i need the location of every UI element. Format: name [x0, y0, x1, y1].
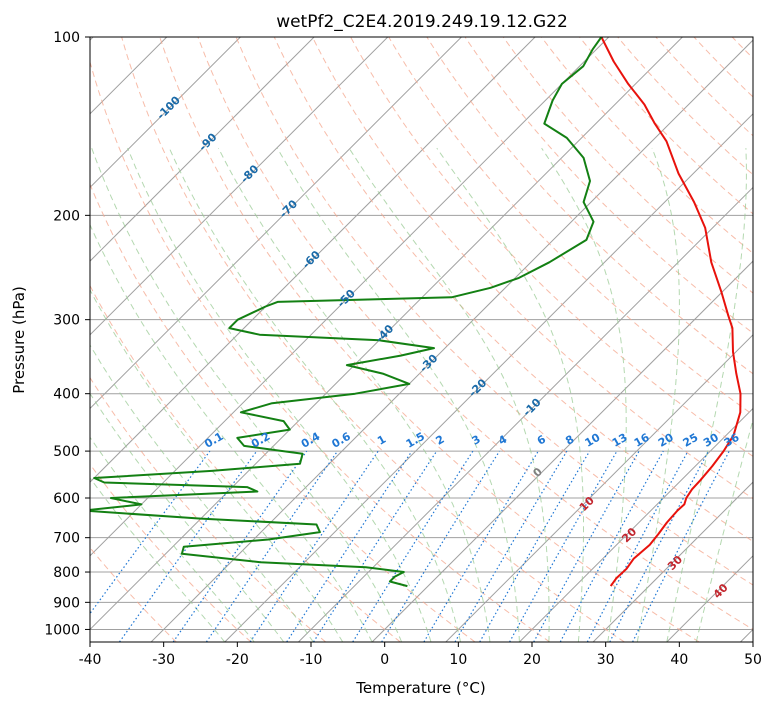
moist-adiabat-line: [90, 436, 255, 642]
x-tick-label: 40: [670, 652, 688, 668]
axes: -40 -30 -20 -10 0 10 20 30 40 50 100 200 300 400 500 60…: [44, 30, 762, 668]
mixing-ratio-line: [249, 450, 379, 642]
mixing-ratio-line: [352, 450, 474, 642]
dry-adiabat-line: [426, 37, 753, 375]
dry-adiabat-line: [197, 37, 753, 631]
sounding-lines: [90, 37, 742, 588]
mixing-ratio-line: [286, 450, 413, 642]
isotherm-line: [90, 37, 610, 557]
dry-adiabat-line: [311, 37, 753, 500]
mixing-ratio-line: [509, 450, 618, 642]
isotherm-line: [90, 37, 389, 336]
isotherm-line: [371, 260, 753, 642]
y-axis-label: Pressure (hPa): [10, 286, 28, 394]
y-tick-label: 100: [53, 30, 80, 46]
x-tick-label: -30: [152, 652, 175, 668]
isotherm-line: [90, 37, 242, 189]
isotherm-line: [90, 37, 315, 262]
x-axis-label: Temperature (°C): [355, 679, 485, 697]
isotherm-line: [90, 37, 536, 483]
moist-adiabat-line: [217, 147, 491, 642]
moist-adiabat-line: [90, 344, 314, 642]
dry-adiabat-line: [273, 37, 753, 543]
dry-adiabat-line: [502, 37, 753, 294]
moist-adiabat-line: [666, 148, 747, 642]
mixing-ratio-line: [205, 450, 338, 642]
y-tick-label: 500: [53, 444, 80, 460]
dry-adiabat-line: [540, 37, 753, 254]
y-tick-label: 600: [53, 491, 80, 507]
isotherm-line: [519, 407, 753, 642]
moist-adiabat-line: [90, 223, 373, 642]
chart-title: wetPf2_C2E4.2019.249.19.12.G22: [276, 12, 568, 32]
x-tick-label: 0: [380, 652, 389, 668]
isotherm-line: [150, 39, 753, 642]
y-tick-label: 300: [53, 313, 80, 329]
dry-adiabat-line: [90, 182, 476, 642]
mixing-ratio-line: [119, 450, 258, 642]
y-tick-label: 400: [53, 387, 80, 403]
x-tick-label: -40: [79, 652, 102, 668]
moist-adiabat-line: [436, 147, 584, 642]
x-tick-label: -20: [226, 652, 249, 668]
dewpoint-line: [90, 37, 603, 588]
isotherm-line: [592, 481, 753, 642]
mixing-ratio-line: [312, 450, 438, 642]
dry-adiabat-line: [90, 284, 401, 642]
moist-adiabat-line: [636, 147, 680, 642]
isotherm-line: [90, 37, 463, 410]
dry-adiabat-line: [121, 37, 625, 642]
moist-adiabat-line: [348, 147, 550, 642]
x-tick-label: 30: [597, 652, 615, 668]
moist-adiabat-line: [127, 147, 432, 642]
dry-adiabat-line: [90, 463, 252, 642]
y-tick-label: 200: [53, 208, 80, 224]
mixing-ratio-line: [632, 450, 730, 642]
x-tick-label: 10: [449, 652, 467, 668]
dry-adiabat-line: [90, 376, 327, 642]
y-tick-label: 800: [53, 565, 80, 581]
dry-adiabat-line: [159, 37, 700, 642]
y-tick-label: 700: [53, 531, 80, 547]
plot-frame: [89, 36, 754, 643]
mixing-ratio-line: [559, 450, 664, 642]
moist-adiabat-line: [276, 147, 520, 642]
temperature-line: [600, 37, 742, 587]
isotherm-line: [224, 113, 753, 642]
mixing-ratio-line: [90, 450, 211, 615]
moist-adiabat-line: [91, 147, 403, 642]
x-tick-label: -10: [300, 652, 323, 668]
y-tick-label: 900: [53, 595, 80, 611]
mixing-ratio-line: [533, 450, 640, 642]
dry-adiabat-line: [235, 37, 753, 586]
background-lines: [90, 37, 753, 642]
dry-adiabat-line: [90, 60, 551, 642]
mixing-ratio-line: [172, 450, 308, 642]
isotherm-line: [298, 186, 753, 642]
isotherm-line: [90, 37, 684, 631]
moist-adiabat-line: [90, 477, 226, 642]
moist-adiabat-line: [695, 417, 753, 642]
dry-adiabat-line: [578, 37, 753, 215]
moist-adiabat-line: [168, 147, 461, 642]
moist-adiabat-line: [541, 147, 627, 642]
dry-adiabat-line: [388, 37, 753, 416]
y-tick-label: 1000: [44, 622, 80, 638]
dry-adiabat-line: [350, 37, 753, 457]
x-tick-label: 50: [744, 652, 762, 668]
x-tick-label: 20: [523, 652, 541, 668]
moist-adiabat-line: [90, 392, 285, 642]
mixing-ratio-line: [381, 450, 501, 642]
